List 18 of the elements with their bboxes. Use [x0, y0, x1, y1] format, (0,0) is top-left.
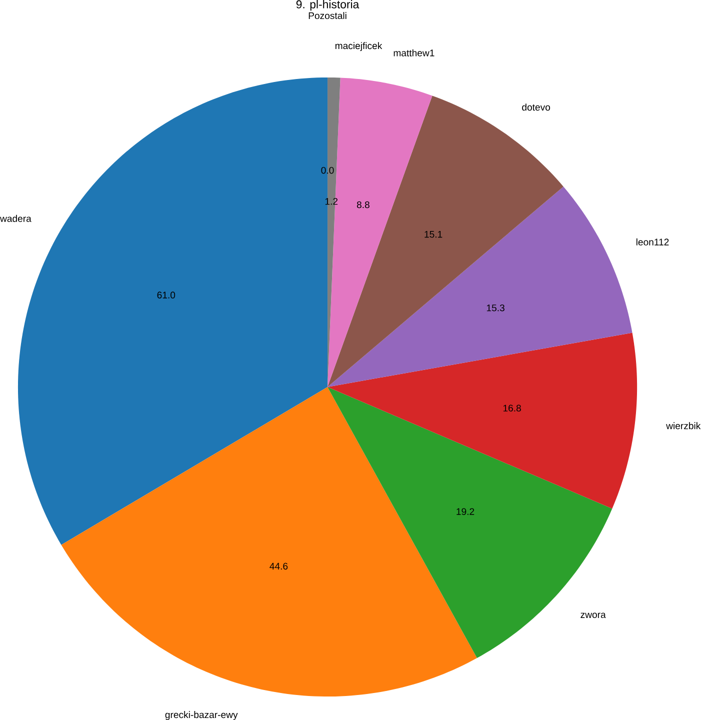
- data-label: 15.3: [487, 304, 505, 312]
- slice-label: wadera: [0, 214, 32, 222]
- slice-label: wierzbik: [666, 422, 701, 430]
- data-label: 61.0: [157, 292, 176, 298]
- slice-label: dotevo: [522, 104, 550, 111]
- data-label: 16.8: [504, 404, 522, 412]
- slice-label: zwora: [580, 612, 606, 618]
- category-label: Pozostali: [309, 12, 346, 20]
- chart-title: 9. pl-historia: [296, 0, 360, 11]
- slice-label: leon112: [636, 238, 669, 246]
- text: 0.0: [321, 166, 334, 174]
- data-label: 19.2: [456, 508, 474, 515]
- slice-label: maciejficek: [336, 42, 382, 52]
- slice-label: matthew1: [394, 49, 434, 56]
- slice-label: grecki-bazar-ewy: [166, 711, 238, 720]
- data-label: 44.6: [270, 562, 288, 570]
- data-label: 15.1: [424, 230, 442, 238]
- data-label: 8.8: [357, 201, 370, 208]
